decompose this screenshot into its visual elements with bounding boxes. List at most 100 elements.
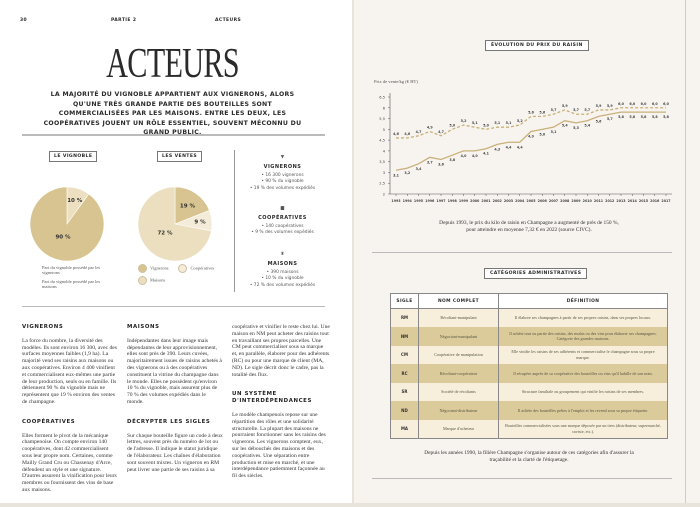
- actor-name: VIGNERONS: [263, 163, 302, 170]
- divider: [22, 306, 325, 307]
- sigle-cell: MA: [390, 419, 419, 438]
- section-text: coopérative et vinifier le reste chez lu…: [232, 324, 330, 378]
- divider: [372, 478, 672, 479]
- x-tick-label: 1997: [436, 199, 446, 203]
- definition-cell: Il achète tout ou partie des raisins, de…: [498, 327, 668, 346]
- table-row: SR Société de récoltants Structure familia…: [390, 382, 668, 401]
- data-label: 5,1: [506, 121, 513, 125]
- data-label: 4,0: [461, 154, 468, 158]
- column-header: NOM COMPLET: [418, 293, 499, 309]
- x-tick-label: 2011: [594, 199, 604, 203]
- x-tick-label: 1995: [414, 199, 424, 203]
- actor-cooperatives: ▆ COOPÉRATIVES • 140 coopératives • 9 % …: [240, 206, 325, 237]
- data-label: 5,0: [449, 123, 456, 127]
- sigle-cell: CM: [390, 345, 419, 364]
- definition-cell: Il récupère auprès de sa coopérative des…: [498, 364, 668, 383]
- actor-stat: • 90 % du vignoble: [261, 179, 304, 184]
- chart-title: ÉVOLUTION DU PRIX DU RAISIN: [485, 40, 589, 51]
- section-heading: DÉCRYPTER LES SIGLES: [127, 418, 211, 425]
- data-label: 4,6: [404, 132, 411, 136]
- data-label: 3,2: [404, 171, 410, 175]
- name-cell: Marque d'acheteur: [418, 419, 499, 438]
- vignoble-chart-title: LE VIGNOBLE: [49, 151, 98, 162]
- section-text: La force du nombre, la diversité des mod…: [22, 337, 117, 405]
- x-tick-label: 2008: [560, 199, 570, 203]
- actor-stat: • 19 % des volumes expédiés: [249, 185, 316, 191]
- ventes-legend: Vignerons Coopératives Maisons: [138, 264, 214, 285]
- actor-name: MAISONS: [267, 260, 298, 267]
- section-text: Le modèle champenois repose sur une répa…: [232, 411, 326, 480]
- y-tick-label: 6,5: [379, 96, 385, 100]
- legend-item: Coopératives: [190, 265, 215, 271]
- data-label: 5,3: [573, 126, 580, 130]
- data-label: 6,0: [641, 102, 648, 106]
- sigle-cell: NM: [390, 327, 419, 346]
- section-heading: UN SYSTÈME D'INTERDÉPENDANCES: [232, 391, 312, 405]
- actor-vignerons: ▼ VIGNERONS • 16 300 vignerons • 90 % du…: [240, 155, 325, 192]
- data-label: 4,7: [438, 130, 445, 134]
- y-axis-label: Prix de vente/kg (€ HT): [374, 79, 418, 84]
- section-text: Indépendantes dans leur image mais dépen…: [127, 337, 222, 405]
- table-title: CATÉGORIES ADMINISTRATIVES: [484, 268, 588, 279]
- categories-table: SIGLE NOM COMPLET DÉFINITION RM Récoltant…: [390, 293, 668, 439]
- x-tick-label: 1993: [391, 199, 401, 203]
- data-label: 5,0: [539, 132, 546, 136]
- x-tick-label: 2002: [493, 199, 502, 203]
- page-title: ACTEURS: [106, 41, 239, 87]
- data-label: 5,8: [641, 115, 648, 119]
- data-label: 3,7: [427, 160, 434, 164]
- data-label: 5,8: [663, 115, 670, 119]
- name-cell: Récoltant-manipulant: [418, 308, 499, 327]
- x-tick-label: 2009: [571, 199, 581, 203]
- slice-label: 90 %: [55, 234, 71, 240]
- definition-cell: Il achète des bouteilles prêtes à l'empl…: [498, 401, 668, 420]
- x-tick-label: 2010: [583, 199, 593, 203]
- intro-text: LA MAJORITÉ DU VIGNOBLE APPARTIENT AUX V…: [43, 91, 302, 136]
- legend-swatch: [138, 264, 147, 273]
- column-header: SIGLE: [390, 293, 419, 309]
- x-tick-label: 2013: [616, 199, 626, 203]
- data-label: 5,1: [551, 130, 558, 134]
- x-tick-label: 1996: [425, 199, 435, 203]
- x-tick-label: 2004: [515, 199, 525, 203]
- data-label: 5,2: [461, 119, 467, 123]
- table-header-row: SIGLE NOM COMPLET DÉFINITION: [390, 293, 668, 309]
- legend-item: Vignerons: [150, 265, 169, 271]
- series-line-low: [395, 111, 666, 171]
- y-tick-label: 5,5: [379, 117, 385, 121]
- ventes-pie-chart: 19 % 9 % 72 %: [137, 186, 213, 262]
- pie-slice: [137, 186, 212, 262]
- y-tick-label: 6: [383, 106, 386, 110]
- data-label: 5,1: [494, 121, 501, 125]
- actor-stat: • 72 % des volumes expédiés: [249, 282, 316, 288]
- x-tick-label: 1994: [403, 199, 413, 203]
- data-label: 3,4: [416, 167, 423, 171]
- data-label: 5,7: [551, 108, 558, 112]
- data-label: 4,0: [472, 154, 479, 158]
- text-column-2: MAISONS Indépendantes dans leur image ma…: [127, 324, 223, 486]
- series-line-high: [396, 107, 666, 139]
- x-tick-label: 1998: [448, 199, 458, 203]
- slice-label: 19 %: [180, 204, 196, 210]
- data-label: 5,7: [573, 108, 580, 112]
- legend-item: Maisons: [150, 277, 166, 283]
- x-tick-label: 2017: [661, 199, 671, 203]
- running-head-part: PARTIE 2: [111, 18, 137, 23]
- castle-icon: ♜: [280, 252, 285, 257]
- actor-stat: • 9 % des volumes expédiés: [251, 230, 314, 235]
- pie-slice: [29, 186, 105, 262]
- right-page: ÉVOLUTION DU PRIX DU RAISIN Prix de vent…: [354, 0, 700, 503]
- data-label: 5,0: [483, 123, 490, 127]
- actor-name: COOPÉRATIVES: [258, 214, 307, 221]
- table-row: RM Récoltant-manipulant Il élabore ses cha…: [390, 308, 668, 327]
- x-tick-label: 2012: [605, 199, 614, 203]
- x-tick-label: 2006: [538, 199, 548, 203]
- data-label: 5,7: [607, 117, 614, 121]
- page-number: 30: [20, 18, 28, 23]
- legend-item: Part du vignoble possédé par les maisons: [42, 279, 101, 289]
- page-edge-line: [685, 0, 686, 503]
- table-row: CM Coopérative de manipulation Elle vinifi…: [390, 345, 668, 364]
- y-tick-label: 4: [383, 149, 386, 153]
- data-label: 5,9: [596, 104, 603, 108]
- text-column-1: VIGNERONS La force du nombre, la diversi…: [22, 324, 117, 507]
